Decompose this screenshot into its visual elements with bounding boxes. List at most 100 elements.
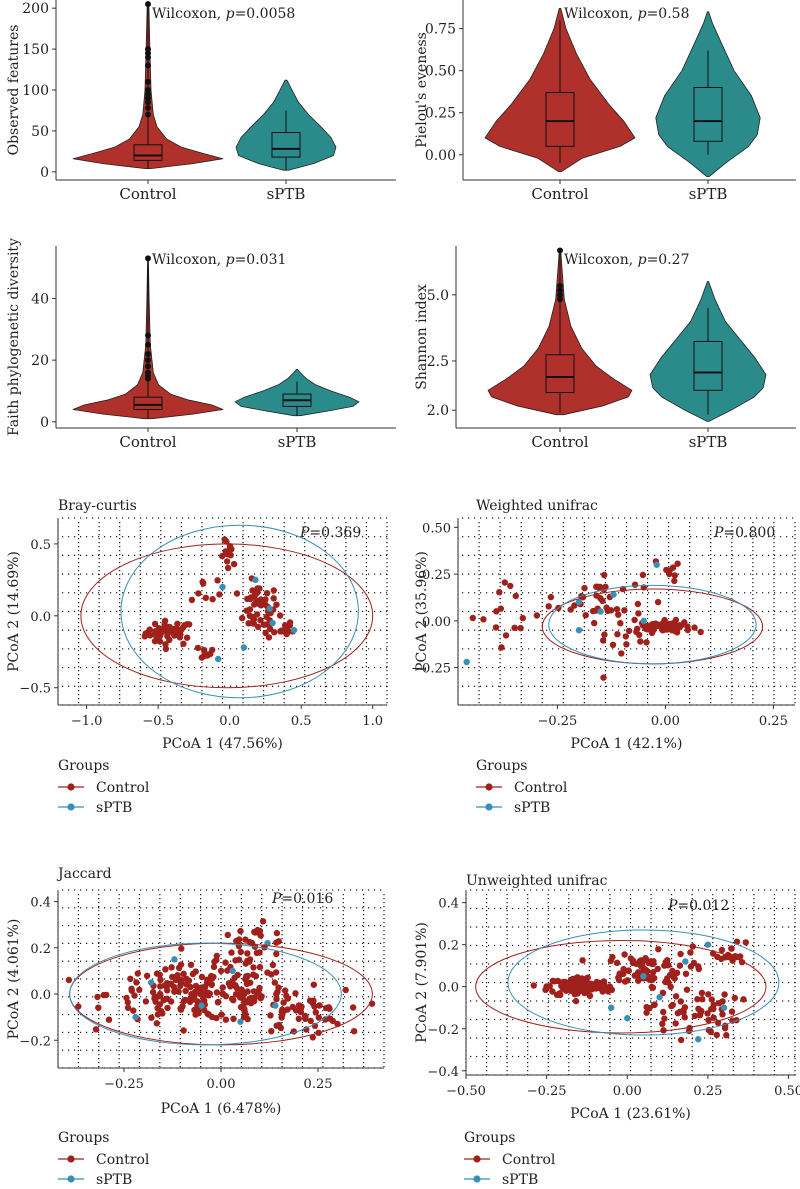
grid-dot [668,546,670,548]
x-tick-label: sPTB [278,433,317,451]
grid-dot [119,666,121,668]
y-axis-label: PCoA 2 (14.69%) [6,551,22,672]
control-point [651,624,658,631]
grid-dot [326,517,328,519]
grid-dot [362,996,364,998]
grid-dot [179,1026,181,1028]
grid-dot [588,667,590,669]
grid-dot [773,582,775,584]
grid-dot [281,1050,283,1052]
control-point [171,988,178,995]
grid-dot [77,1018,79,1020]
grid-dot [710,574,712,576]
grid-dot [660,554,662,556]
grid-dot [200,910,202,912]
grid-dot [383,902,385,904]
grid-dot [689,618,691,620]
grid-dot [350,996,352,998]
grid-dot [180,674,182,676]
grid-dot [254,573,256,575]
grid-dot [499,602,501,604]
grid-dot [786,610,788,613]
control-point [312,1009,319,1016]
grid-dot [179,898,181,900]
grid-dot [118,1030,120,1032]
grid-dot [583,702,585,704]
grid-dot [212,573,214,575]
grid-dot [159,990,161,992]
grid-dot [668,550,670,552]
grid-dot [363,1002,365,1004]
grid-dot [200,1049,202,1051]
grid-dot [562,594,564,596]
grid-dot [158,1049,160,1051]
grid-dot [128,573,130,575]
grid-dot [773,538,775,540]
grid-dot [77,670,80,672]
grid-dot [201,618,203,620]
grid-dot [272,536,274,538]
grid-dot [218,889,220,891]
grid-dot [200,998,202,1000]
grid-dot [773,694,775,696]
grid-dot [365,550,368,552]
grid-dot [324,526,326,528]
grid-dot [320,978,322,980]
grid-dot [714,517,716,519]
grid-dot [152,536,154,538]
grid-dot [266,889,268,891]
grid-dot [689,638,691,640]
grid-dot [278,648,280,650]
grid-dot [570,554,572,556]
grid-dot [290,1031,292,1033]
grid-dot [498,648,500,650]
grid-dot [164,536,166,538]
grid-dot [119,610,121,612]
grid-dot [468,610,470,613]
grid-dot [116,685,118,687]
grid-dot [242,558,244,560]
grid-dot [541,586,543,588]
grid-dot [386,648,388,650]
grid-dot [116,925,118,927]
grid-dot [668,530,670,532]
y-tick-label: 0.75 [425,22,456,38]
grid-dot [77,570,80,572]
y-tick-label: 0.0 [30,610,51,625]
grid-dot [731,594,733,596]
grid-dot [201,662,203,664]
grid-dot [478,606,480,608]
grid-dot [342,970,344,972]
grid-dot [504,610,506,613]
grid-dot [266,685,268,687]
grid-dot [383,950,385,952]
control-point [270,595,277,602]
grid-dot [179,918,181,920]
grid-dot [77,986,79,988]
grid-dot [362,907,364,909]
grid-dot [324,574,326,576]
grid-dot [118,978,120,980]
grid-dot [618,592,620,594]
grid-dot [263,590,265,592]
grid-dot [646,606,649,608]
grid-dot [98,925,100,927]
grid-dot [365,542,368,544]
grid-dot [77,998,79,1000]
grid-dot [260,648,262,650]
grid-dot [248,629,250,631]
grid-dot [672,517,674,519]
grid-dot [200,946,202,948]
grid-dot [520,646,522,648]
grid-dot [322,894,324,896]
grid-dot [98,648,100,650]
grid-dot [206,960,208,962]
grid-dot [304,570,306,572]
grid-dot [383,1034,385,1036]
grid-dot [242,592,244,594]
control-point [237,948,244,956]
grid-dot [668,702,670,704]
grid-dot [304,542,306,544]
grid-dot [478,554,480,556]
